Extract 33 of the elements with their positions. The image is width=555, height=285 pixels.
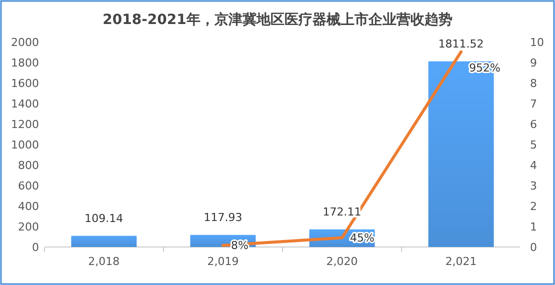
data-label: 109.14 (84, 212, 124, 225)
data-label: 8% (230, 239, 248, 252)
y-tick-label: 600 (18, 179, 39, 192)
y2-tick-label: 5 (530, 138, 537, 152)
chart-title: 2018-2021年，京津冀地区医疗器械上市企业营收趋势 (102, 11, 452, 28)
y2-tick-label: 0 (530, 240, 537, 254)
y2-tick-label: 7 (530, 97, 537, 110)
bar (71, 236, 137, 247)
y-tick-label: 2000 (11, 36, 39, 49)
y2-tick-label: 10 (530, 36, 544, 49)
y2-tick-label: 9 (530, 56, 537, 70)
y-tick-label: 0 (32, 240, 39, 254)
y2-tick-label: 8 (530, 76, 537, 90)
x-tick-label: 2,019 (207, 255, 239, 268)
y-tick-label: 1000 (11, 138, 39, 152)
x-tick-label: 2,020 (326, 255, 358, 268)
x-tick-label: 2,018 (88, 255, 120, 268)
y-tick-label: 1800 (11, 56, 39, 70)
x-tick-label: 2,021 (445, 255, 477, 268)
data-label: 117.93 (204, 210, 242, 224)
y-tick-label: 1200 (11, 118, 39, 131)
y2-tick-label: 6 (530, 118, 537, 131)
y-tick-label: 200 (18, 220, 39, 234)
y2-tick-label: 4 (530, 158, 537, 172)
data-label: 1811.52 (438, 37, 484, 50)
y-tick-label: 800 (18, 158, 39, 172)
y-tick-label: 1400 (11, 97, 39, 110)
y2-tick-label: 1 (530, 220, 537, 234)
y2-tick-label: 2 (530, 200, 537, 213)
y2-tick-label: 3 (530, 179, 537, 192)
data-label: 45% (350, 232, 374, 245)
y-tick-label: 1600 (11, 76, 39, 90)
y-tick-label: 400 (18, 200, 39, 213)
